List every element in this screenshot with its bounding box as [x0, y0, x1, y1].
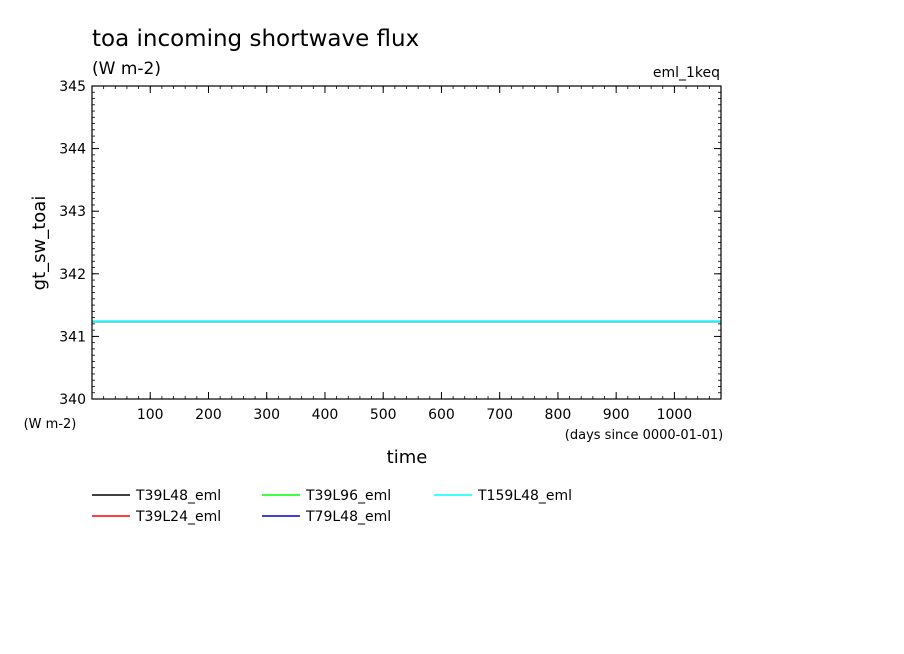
y-tick-label: 343	[59, 204, 86, 220]
chart-title: toa incoming shortwave flux	[92, 26, 419, 52]
x-tick-label: 300	[253, 407, 280, 423]
x-tick-label: 400	[312, 407, 339, 423]
x-axis-units: (days since 0000-01-01)	[565, 428, 723, 443]
legend-label: T79L48_eml	[305, 509, 391, 525]
x-axis-label: time	[387, 447, 428, 468]
legend-label: T159L48_eml	[477, 488, 572, 504]
x-tick-label: 900	[603, 407, 630, 423]
x-tick-label: 100	[137, 407, 164, 423]
x-tick-label: 500	[370, 407, 397, 423]
legend-label: T39L24_eml	[135, 509, 221, 525]
x-tick-label: 800	[545, 407, 572, 423]
chart-units: (W m-2)	[92, 59, 161, 79]
axis-ticks: 340 341 342 343 344 345 100 200 300 400 500 600 700 8…	[59, 79, 721, 423]
y-tick-label: 345	[59, 79, 86, 95]
legend-label: T39L96_eml	[305, 488, 391, 504]
x-tick-label: 1000	[657, 407, 693, 423]
y-tick-label: 341	[59, 329, 86, 345]
legend: T39L48_eml T39L24_eml T39L96_eml T79L48_eml…	[92, 488, 572, 525]
legend-label: T39L48_eml	[135, 488, 221, 504]
plot-frame	[91, 85, 722, 400]
y-tick-label: 342	[59, 267, 86, 283]
x-tick-label: 200	[195, 407, 222, 423]
y-tick-label: 340	[59, 392, 86, 408]
experiment-label: eml_1keq	[653, 65, 720, 81]
y-axis-label: gt_sw_toai	[29, 196, 50, 291]
y-axis-units: (W m-2)	[24, 417, 77, 432]
y-tick-label: 344	[59, 142, 86, 158]
x-tick-label: 700	[486, 407, 513, 423]
x-tick-label: 600	[428, 407, 455, 423]
